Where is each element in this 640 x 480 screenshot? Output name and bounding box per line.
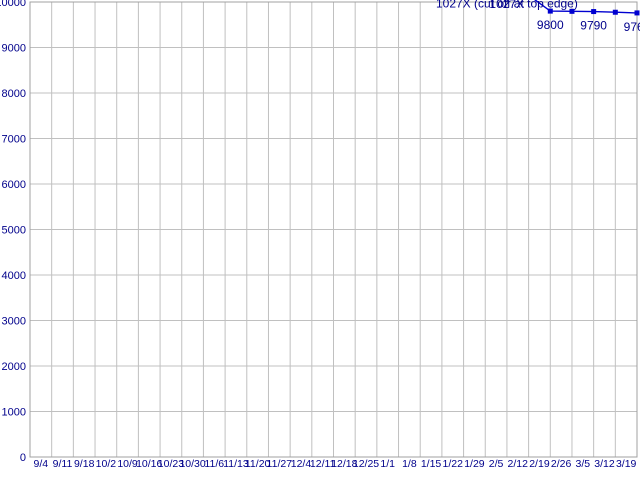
x-axis-tick-label: 2/5	[489, 458, 504, 470]
x-axis-tick-label: 1/15	[421, 458, 442, 470]
x-axis-tick-label: 1/29	[464, 458, 485, 470]
y-axis-tick-label: 5000	[2, 225, 26, 237]
x-axis-tick-label: 3/12	[594, 458, 615, 470]
y-axis-tick-label: 8000	[2, 88, 26, 100]
rank-history-chart: 0 1000 2000 3000 4000 5000 6000 7000 8000 9000 100…	[0, 0, 640, 480]
x-axis-tick-label: 1/22	[443, 458, 464, 470]
x-axis-tick-label: 10/2	[96, 458, 117, 470]
y-axis-tick-label: 9000	[2, 43, 26, 55]
x-axis-tick-label: 1/8	[402, 458, 417, 470]
y-axis-tick-label: 7000	[2, 134, 26, 146]
data-point-marker[interactable]	[569, 9, 574, 14]
x-axis-tick-label: 12/4	[291, 458, 312, 470]
x-axis-tick-label: 10/9	[117, 458, 138, 470]
y-axis-tick-label: 10000	[0, 0, 26, 9]
data-point-marker[interactable]	[635, 10, 640, 15]
x-axis-tick-label: 1/1	[380, 458, 395, 470]
x-axis-tick-label: 2/26	[551, 458, 572, 470]
x-axis-tick-label: 10/30	[179, 458, 205, 470]
data-point-marker[interactable]	[613, 10, 618, 15]
x-axis-tick-label: 9/4	[34, 458, 49, 470]
x-axis-tick-label: 9/18	[74, 458, 95, 470]
data-point-marker[interactable]	[548, 9, 553, 14]
chart-svg: 0 1000 2000 3000 4000 5000 6000 7000 8000 9000 100…	[0, 0, 640, 480]
x-axis-tick-label: 11/6	[204, 458, 224, 470]
x-axis-tick-label: 11/27	[267, 458, 293, 470]
x-axis-tick-label: 3/5	[575, 458, 590, 470]
data-point-label: 9790	[580, 19, 607, 33]
x-axis-tick-label: 3/19	[616, 458, 637, 470]
x-axis-tick-label: 12/25	[353, 458, 379, 470]
data-point-label: 9760	[624, 20, 640, 34]
x-axis-tick-label: 2/12	[508, 458, 529, 470]
y-axis-tick-label: 3000	[2, 316, 26, 328]
data-point-marker[interactable]	[591, 9, 596, 14]
y-axis-tick-label: 1000	[2, 407, 26, 419]
y-axis-tick-label: 6000	[2, 179, 26, 191]
x-axis-tick-label: 9/11	[53, 458, 73, 470]
clipped-top-value-label: 1027X	[489, 0, 524, 11]
y-axis-tick-label: 0	[20, 452, 26, 464]
y-axis-tick-label: 2000	[2, 361, 26, 373]
y-axis-tick-label: 4000	[2, 270, 26, 282]
x-axis-tick-label: 2/19	[529, 458, 550, 470]
data-point-label: 9800	[537, 18, 564, 32]
